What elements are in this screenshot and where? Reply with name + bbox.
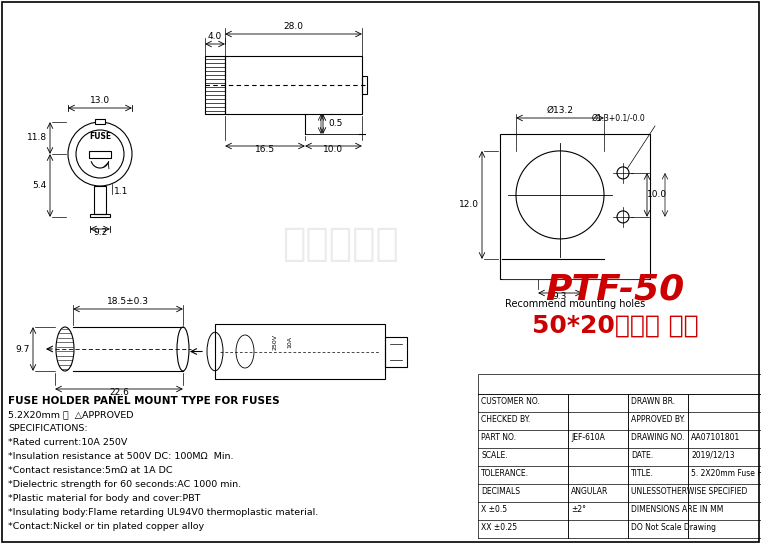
Bar	[90, 214, 110, 217]
Text: 16.5: 16.5	[255, 145, 275, 154]
Bar	[362, 76, 367, 94]
Text: 电子元器件: 电子元器件	[282, 225, 399, 263]
Text: 9.2: 9.2	[93, 228, 107, 237]
Text: CUSTOMER NO.: CUSTOMER NO.	[481, 397, 540, 406]
Text: *Plastic material for body and cover:PBT: *Plastic material for body and cover:PBT	[8, 494, 200, 503]
Bar	[500, 134, 650, 279]
Text: 5.4: 5.4	[33, 181, 47, 190]
Text: *Contact:Nickel or tin plated copper alloy: *Contact:Nickel or tin plated copper all…	[8, 522, 204, 531]
Text: 0.5: 0.5	[329, 120, 343, 128]
Text: PTF-50: PTF-50	[546, 272, 685, 306]
Text: DRAWN BR.: DRAWN BR.	[631, 397, 675, 406]
Text: ±2°: ±2°	[571, 505, 586, 514]
Bar	[385, 337, 407, 367]
Text: DECIMALS: DECIMALS	[481, 487, 520, 496]
Bar	[205, 56, 225, 114]
Text: JEF-610A: JEF-610A	[571, 433, 605, 442]
Bar	[225, 56, 362, 114]
Text: 10.0: 10.0	[647, 190, 667, 200]
Text: XX ±0.25: XX ±0.25	[481, 523, 517, 532]
Text: UNLESSOTHERWISE SPECIFIED: UNLESSOTHERWISE SPECIFIED	[631, 487, 747, 496]
Text: *Contact resistance:5mΩ at 1A DC: *Contact resistance:5mΩ at 1A DC	[8, 466, 173, 475]
Text: 4.0: 4.0	[208, 32, 222, 41]
Text: CHECKED BY.: CHECKED BY.	[481, 415, 530, 424]
Text: 50*20保险座 卧式: 50*20保险座 卧式	[532, 314, 699, 338]
Text: 1.1: 1.1	[114, 187, 129, 195]
Text: 11.8: 11.8	[27, 133, 47, 143]
Text: ANGULAR: ANGULAR	[571, 487, 608, 496]
Text: 13.0: 13.0	[90, 96, 110, 105]
Text: 9.7: 9.7	[16, 344, 30, 354]
Text: 250V: 250V	[272, 333, 278, 349]
Bar	[94, 186, 106, 214]
Text: 18.5±0.3: 18.5±0.3	[107, 297, 149, 306]
Text: TOLERANCE.: TOLERANCE.	[481, 469, 529, 478]
Text: DATE.: DATE.	[631, 451, 653, 460]
Text: 10.0: 10.0	[323, 145, 343, 154]
Text: DRAWING NO.: DRAWING NO.	[631, 433, 684, 442]
Bar	[95, 119, 105, 124]
Text: TITLE.: TITLE.	[631, 469, 654, 478]
Text: *Dielectric strength for 60 seconds:AC 1000 min.: *Dielectric strength for 60 seconds:AC 1…	[8, 480, 241, 489]
Text: AA07101801: AA07101801	[691, 433, 740, 442]
Text: *Insulating body:Flame retarding UL94V0 thermoplastic material.: *Insulating body:Flame retarding UL94V0 …	[8, 508, 318, 517]
Text: 22.6: 22.6	[109, 388, 129, 397]
Bar	[478, 374, 761, 394]
Text: 10A: 10A	[288, 336, 292, 348]
Text: APPROVED BY.: APPROVED BY.	[631, 415, 685, 424]
Text: 9.3: 9.3	[552, 292, 567, 301]
Text: Ø13.2: Ø13.2	[546, 106, 574, 115]
Text: FUSE: FUSE	[89, 132, 111, 141]
Text: DIMENSIONS ARE IN MM: DIMENSIONS ARE IN MM	[631, 505, 724, 514]
Text: 12.0: 12.0	[459, 200, 479, 209]
Text: DO Not Scale Drawing: DO Not Scale Drawing	[631, 523, 716, 532]
Text: SCALE.: SCALE.	[481, 451, 508, 460]
Text: X ±0.5: X ±0.5	[481, 505, 507, 514]
Bar	[215, 324, 385, 379]
Text: 5.2X20mm Ⓡ  △APPROVED: 5.2X20mm Ⓡ △APPROVED	[8, 410, 133, 419]
Bar	[89, 151, 111, 158]
Text: 28.0: 28.0	[284, 22, 304, 31]
Text: 2019/12/13: 2019/12/13	[691, 451, 734, 460]
Text: Recommend mounting holes: Recommend mounting holes	[505, 299, 645, 309]
Text: *Rated current:10A 250V: *Rated current:10A 250V	[8, 438, 127, 447]
Text: Ø1.3+0.1/-0.0: Ø1.3+0.1/-0.0	[591, 114, 645, 122]
Text: *Insulation resistance at 500V DC: 100MΩ  Min.: *Insulation resistance at 500V DC: 100MΩ…	[8, 452, 234, 461]
Text: PART NO.: PART NO.	[481, 433, 516, 442]
Text: 5. 2X20mm Fuse Ho: 5. 2X20mm Fuse Ho	[691, 469, 761, 478]
Text: SPECIFICATIONS:: SPECIFICATIONS:	[8, 424, 88, 433]
Text: FUSE HOLDER PANEL MOUNT TYPE FOR FUSES: FUSE HOLDER PANEL MOUNT TYPE FOR FUSES	[8, 396, 279, 406]
